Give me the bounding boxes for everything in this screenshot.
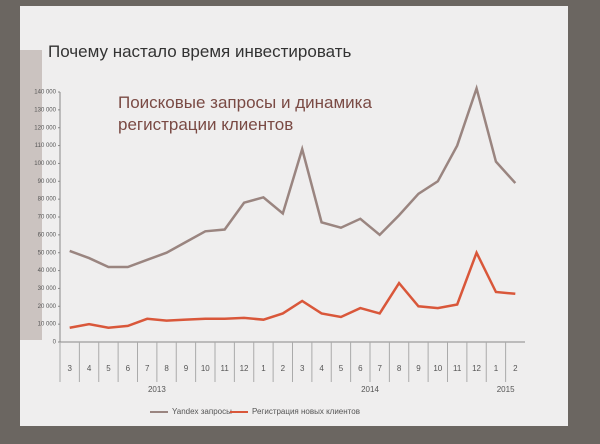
y-tick-label: 60 000 [38,232,57,238]
y-tick-label: 30 000 [38,286,57,292]
x-tick-label: 7 [145,364,150,373]
y-tick-label: 120 000 [34,125,56,131]
year-label: 2013 [148,385,166,394]
x-tick-label: 12 [472,364,481,373]
y-tick-label: 80 000 [38,197,57,203]
x-tick-label: 5 [339,364,344,373]
x-tick-label: 9 [416,364,421,373]
x-tick-label: 3 [300,364,305,373]
year-label: 2014 [361,385,379,394]
x-tick-label: 11 [453,364,462,373]
slide [20,6,568,426]
legend-label: Регистрация новых клиентов [252,407,360,416]
x-tick-label: 2 [281,364,286,373]
x-tick-label: 11 [221,364,230,373]
x-tick-label: 10 [433,364,442,373]
x-tick-label: 1 [261,364,266,373]
y-tick-label: 100 000 [34,161,56,167]
x-tick-label: 12 [240,364,249,373]
x-tick-label: 2 [513,364,518,373]
y-tick-label: 140 000 [34,90,56,96]
x-tick-label: 3 [67,364,72,373]
y-tick-label: 110 000 [35,143,57,149]
x-tick-label: 5 [106,364,111,373]
x-tick-label: 10 [201,364,210,373]
y-tick-label: 40 000 [38,268,57,274]
x-tick-label: 4 [319,364,324,373]
x-tick-label: 1 [494,364,499,373]
legend-label: Yandex запросы [172,407,232,416]
slide-title: Почему настало время инвестировать [48,42,352,61]
x-tick-label: 9 [184,364,189,373]
y-tick-label: 70 000 [38,215,57,221]
x-tick-label: 6 [358,364,363,373]
x-tick-label: 7 [377,364,382,373]
side-bar [20,50,42,340]
y-tick-label: 90 000 [38,179,57,185]
series-line [69,249,516,329]
y-tick-label: 0 [53,340,57,346]
y-tick-label: 10 000 [38,322,57,328]
year-label: 2015 [497,385,515,394]
y-tick-label: 130 000 [34,107,56,113]
x-tick-label: 4 [87,364,92,373]
x-tick-label: 6 [126,364,131,373]
x-tick-label: 8 [164,364,169,373]
y-tick-label: 20 000 [38,304,57,310]
y-tick-label: 50 000 [38,250,57,256]
x-tick-label: 8 [397,364,402,373]
chart-title: Поисковые запросы и динамика регистрации… [118,93,372,134]
series-line [69,84,517,269]
